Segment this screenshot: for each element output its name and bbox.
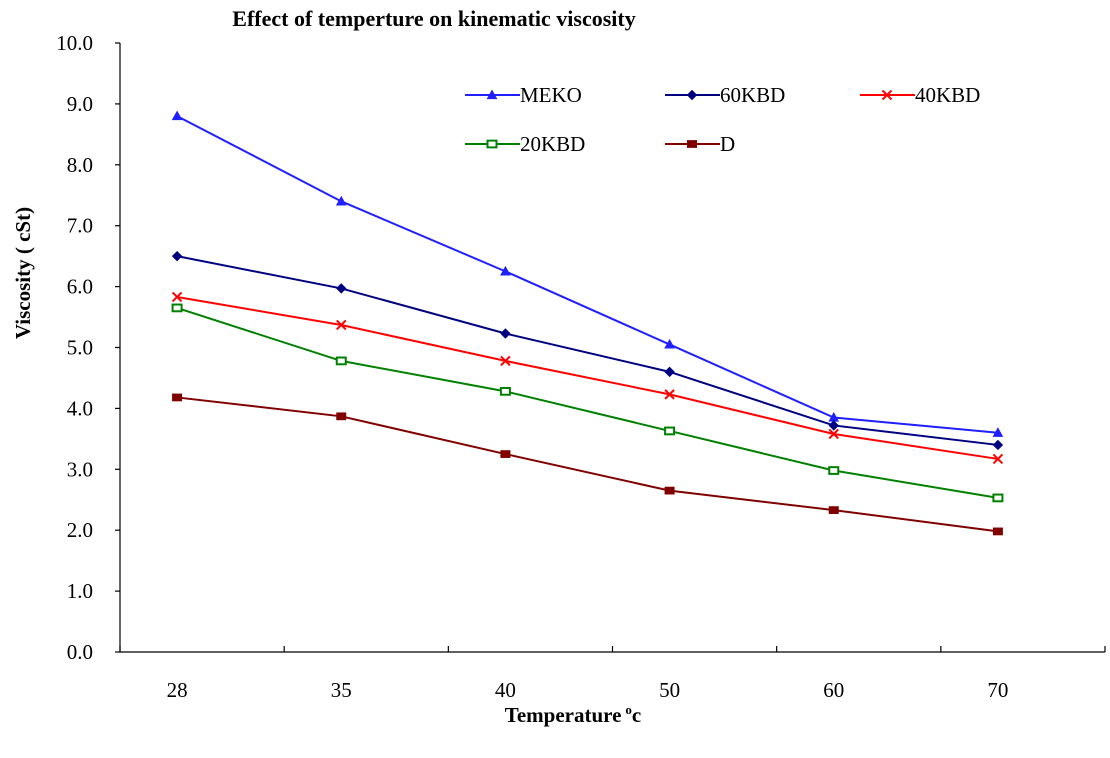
data-point-meko [500,265,511,276]
data-point-d [992,527,1003,536]
x-axis-title: Temperature oc [505,702,641,727]
data-point-20kbd [335,356,347,366]
data-point-meko [171,110,183,121]
data-point-d [172,393,183,402]
y-tick-label: 1.0 [67,579,93,603]
data-point-d [664,486,675,495]
x-tick-label: 40 [495,678,516,702]
legend-item-20kbd: 20KBD [465,132,585,156]
series-meko [171,110,1004,437]
legend-label-20kbd: 20KBD [520,132,585,156]
legend-marker-d [687,140,697,148]
x-axis-title-unit: o [625,702,632,717]
legend-label-40kbd: 40KBD [915,83,980,107]
data-point-d [500,450,511,458]
data-point-60kbd [992,439,1004,451]
series-d [172,393,1003,536]
x-tick-label: 60 [823,678,844,702]
data-point-40kbd [992,453,1004,465]
data-point-meko [992,427,1004,437]
series-40kbd [171,291,1004,465]
x-tick-label: 35 [331,678,352,702]
data-point-60kbd [336,283,347,294]
series-line-d [176,396,999,533]
legend-marker-meko [486,89,498,100]
legend-label-60kbd: 60KBD [720,83,785,107]
data-point-60kbd [828,420,839,431]
data-point-d [828,506,839,514]
data-point-20kbd [171,303,183,313]
series-60kbd [171,250,1004,451]
series-line-40kbd [176,295,999,460]
legend-marker-20kbd [486,139,498,149]
legend-label-d: D [720,132,735,156]
legend-item-40kbd: 40KBD [860,83,980,107]
y-axis-title: Viscosity ( cSt) [11,207,35,339]
series-layer [171,110,1004,536]
legend-item-meko: MEKO [465,83,582,107]
data-point-20kbd [828,466,840,475]
data-point-60kbd [664,366,675,378]
series-20kbd [171,303,1004,503]
y-tick-label: 9.0 [67,92,93,116]
data-point-meko [664,338,675,349]
y-tick-label: 0.0 [67,640,93,664]
y-tick-label: 2.0 [67,518,93,542]
x-tick-label: 28 [167,678,188,702]
chart-title: Effect of temperture on kinematic viscos… [232,6,635,31]
legend-marker-40kbd [881,89,893,101]
legend-item-60kbd: 60KBD [665,83,785,107]
series-line-60kbd [176,255,999,446]
data-point-20kbd [499,386,511,396]
x-tick-label: 50 [659,678,680,702]
y-tick-label: 8.0 [67,153,93,177]
legend: MEKO 60KBD 40KBD 20KBD D [465,83,980,156]
data-point-40kbd [500,355,511,367]
series-line-20kbd [176,306,999,499]
data-point-20kbd [664,426,676,436]
y-tick-label: 3.0 [67,457,93,481]
legend-marker-60kbd [686,89,698,101]
data-point-d [336,412,347,421]
legend-label-meko: MEKO [520,83,582,107]
legend-item-d: D [665,132,735,156]
y-tick-label: 6.0 [67,275,93,299]
data-point-40kbd [664,389,675,400]
x-tick-label: 70 [987,678,1008,702]
series-line-meko [176,115,999,434]
data-point-20kbd [992,493,1004,503]
data-point-60kbd [171,250,183,262]
data-point-40kbd [828,428,839,440]
y-tick-label: 7.0 [67,214,93,238]
x-axis-title-text: Temperature [505,703,622,727]
x-axis-title-suffix: c [632,703,641,727]
data-point-40kbd [171,291,183,303]
data-point-40kbd [336,319,347,331]
data-point-60kbd [500,328,511,339]
y-tick-label: 10.0 [56,31,93,55]
data-point-meko [335,195,347,206]
y-tick-label: 5.0 [67,336,93,360]
axes: 0.0 1.0 2.0 3.0 4.0 5.0 6.0 7.0 8.0 9.0 10.0 28 35 40… [56,31,1106,702]
y-tick-label: 4.0 [67,396,93,420]
